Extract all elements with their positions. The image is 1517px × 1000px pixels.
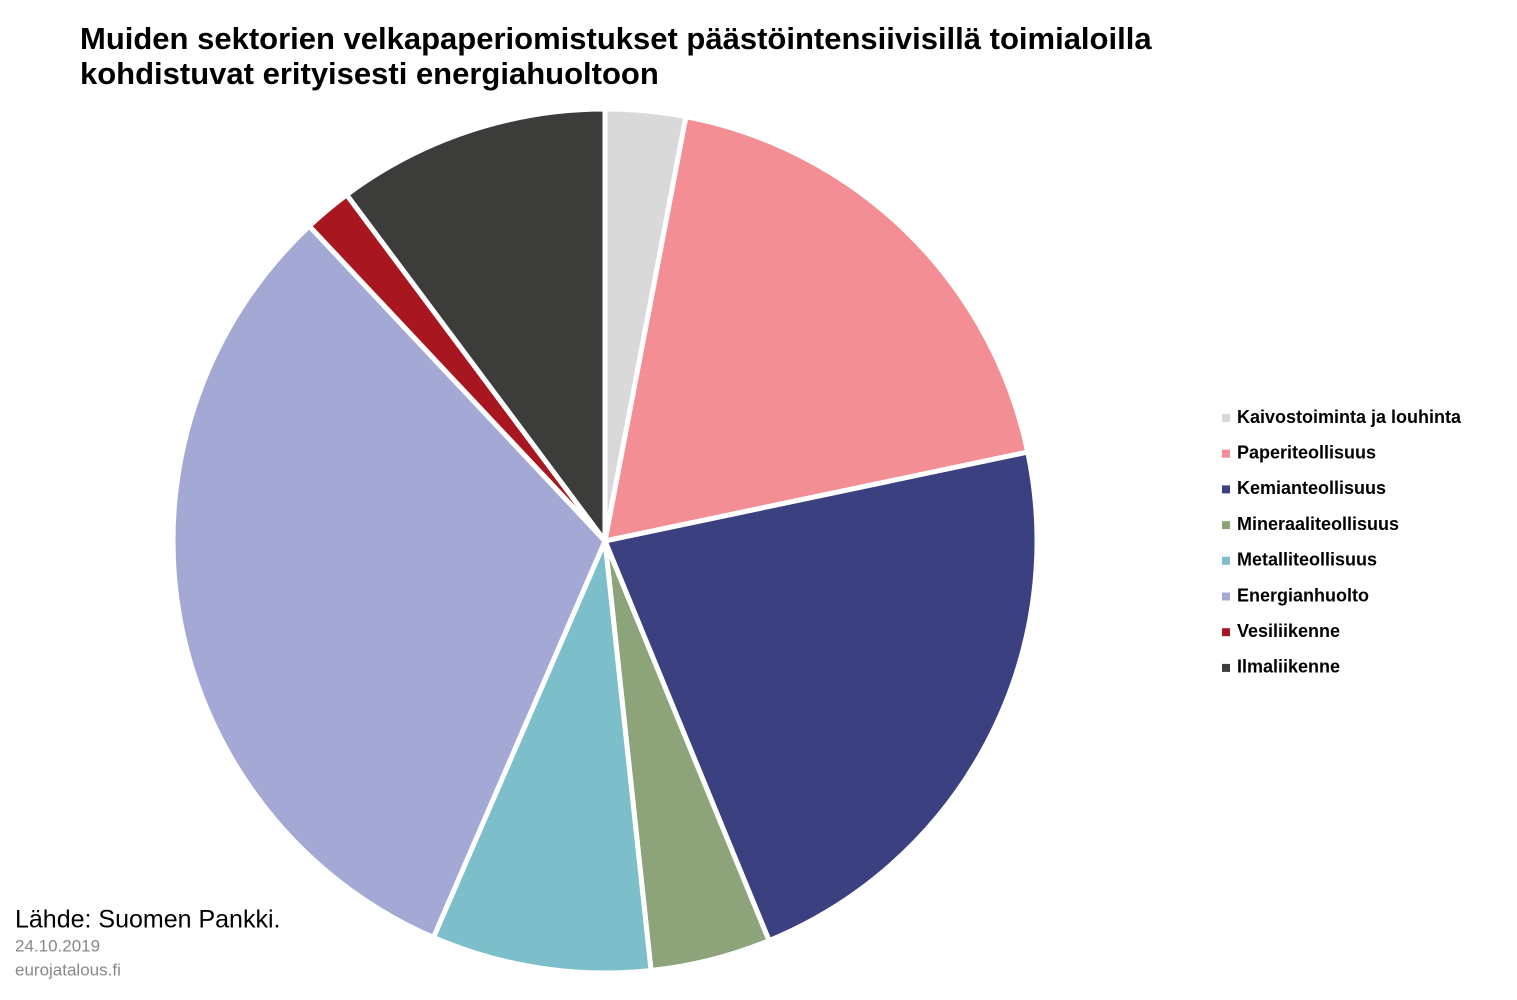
legend-swatch [1222, 449, 1230, 458]
legend-swatch [1222, 663, 1230, 672]
legend-swatch [1222, 592, 1230, 601]
legend-label: Vesiliikenne [1237, 621, 1340, 641]
legend-swatch [1222, 521, 1230, 530]
chart-title: Muiden sektorien velkapaperiomistukset p… [80, 21, 1152, 56]
pie-slice [602, 114, 1031, 544]
pie-slice [170, 223, 608, 940]
pie-slice [602, 449, 1040, 944]
legend-swatch [1222, 485, 1230, 494]
pie-slice [430, 538, 654, 976]
pie-slice [344, 106, 608, 544]
legend-label: Ilmaliikenne [1237, 657, 1340, 677]
legend-label: Kaivostoiminta ja louhinta [1237, 407, 1462, 427]
chart-title: kohdistuvat erityisesti energiahuoltoon [80, 56, 659, 91]
date: 24.10.2019 [15, 936, 100, 955]
legend-label: Paperiteollisuus [1237, 442, 1376, 462]
source: Lähde: Suomen Pankki. [15, 906, 280, 934]
legend-label: Mineraaliteollisuus [1237, 514, 1399, 534]
legend-label: Kemianteollisuus [1237, 478, 1386, 498]
legend-swatch [1222, 556, 1230, 565]
legend-swatch [1222, 414, 1230, 422]
legend-label: Energianhuolto [1237, 585, 1369, 605]
legend-label: Metalliteollisuus [1237, 550, 1377, 570]
site: eurojatalous.fi [15, 960, 121, 979]
legend-swatch [1222, 628, 1230, 637]
